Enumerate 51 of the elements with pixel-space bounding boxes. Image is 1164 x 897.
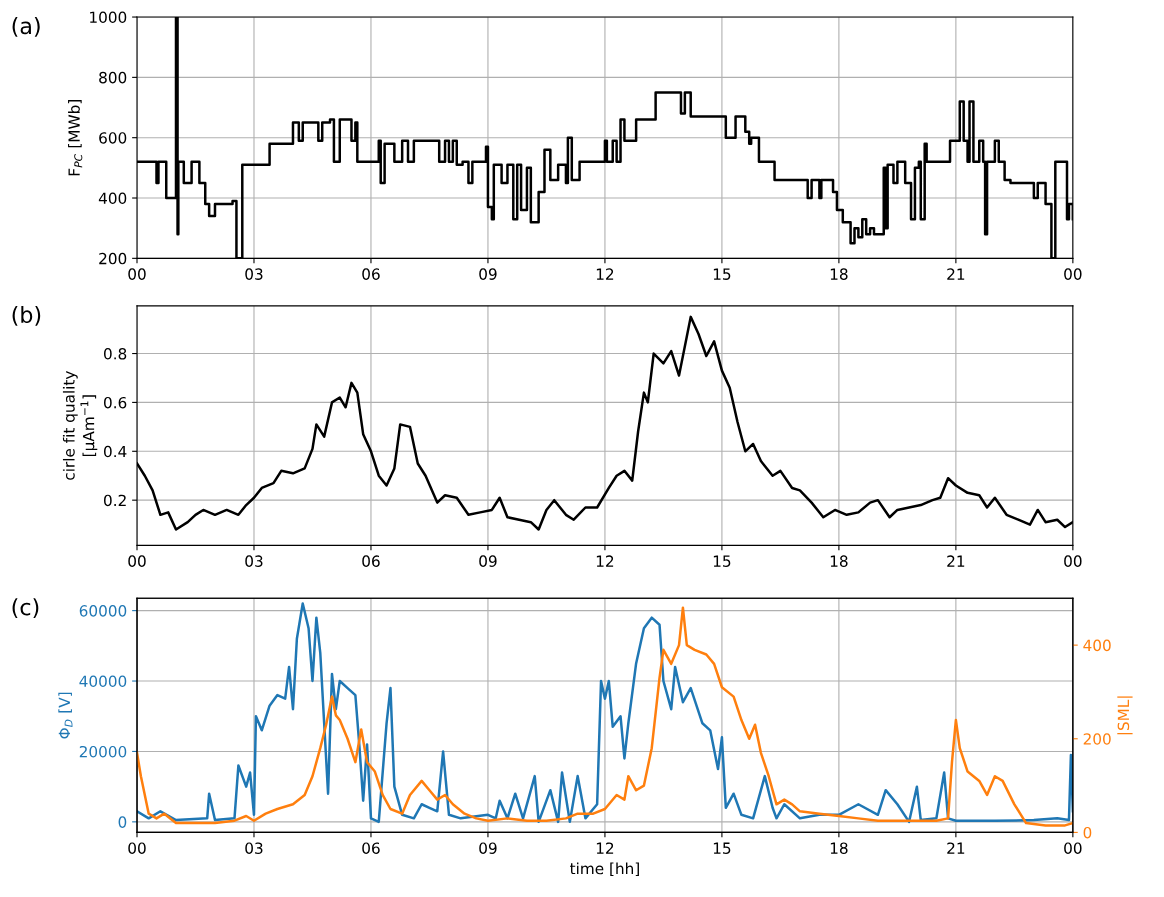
y-tick-label: 20000 <box>79 745 127 758</box>
x-tick-label: 21 <box>947 268 965 280</box>
x-tick-label: 12 <box>596 555 614 567</box>
y2-tick-label: 200 <box>1083 733 1111 745</box>
x-tick-label: 18 <box>830 555 848 567</box>
y-tick-label: 1000 <box>90 11 127 24</box>
y2-axis-title: |SML| <box>1117 696 1133 735</box>
x-tick-label: 00 <box>1064 842 1082 854</box>
x-tick-label: 03 <box>245 842 263 854</box>
x-tick-label: 18 <box>830 268 848 280</box>
x-tick-label: 00 <box>1064 555 1082 567</box>
x-tick-label: 00 <box>128 555 146 567</box>
x-tick-label: 15 <box>713 555 731 567</box>
y-axis-title: cirle fit quality [μAm$^{−1}$] <box>62 371 98 480</box>
x-tick-label: 06 <box>362 555 380 567</box>
y-tick-label: 400 <box>98 192 127 205</box>
x-tick-label: 09 <box>479 268 497 280</box>
y-tick-label: 0.6 <box>103 396 127 409</box>
x-tick-label: 00 <box>128 268 146 280</box>
y-tick-label: 40000 <box>79 675 127 688</box>
y-axis-title: Φ$_{D}$ [V] <box>58 692 73 739</box>
x-tick-label: 00 <box>1064 268 1082 280</box>
y2-tick-label: 0 <box>1083 826 1092 839</box>
x-tick-label: 03 <box>245 555 263 567</box>
x-tick-label: 12 <box>596 842 614 854</box>
y-tick-label: 0 <box>118 816 127 828</box>
x-tick-label: 00 <box>128 842 146 854</box>
chart-title: (a) <box>12 17 40 37</box>
y-tick-label: 600 <box>99 132 127 144</box>
y-tick-label: 0.4 <box>103 445 127 458</box>
x-tick-label: 12 <box>596 268 614 280</box>
chart-title: (b) <box>12 305 41 326</box>
y-tick-label: 800 <box>99 71 127 84</box>
x-tick-label: 15 <box>713 268 731 280</box>
x-axis-title: time [hh] <box>570 862 639 877</box>
y-tick-label: 0.2 <box>103 494 126 507</box>
chart-title: (c) <box>12 598 39 619</box>
x-tick-label: 18 <box>830 842 848 854</box>
y-tick-label: 200 <box>99 252 127 265</box>
x-tick-label: 09 <box>479 842 497 854</box>
x-tick-label: 09 <box>479 555 497 567</box>
x-tick-label: 06 <box>362 842 380 854</box>
y-axis-title: F$_{PC}$ [MWb] <box>68 100 83 176</box>
y-tick-label: 0.8 <box>103 348 127 360</box>
x-tick-label: 15 <box>713 842 731 854</box>
y2-tick-label: 400 <box>1083 639 1111 652</box>
x-tick-label: 21 <box>947 555 965 567</box>
x-tick-label: 21 <box>947 842 965 854</box>
x-tick-label: 06 <box>362 268 380 280</box>
y-tick-label: 60000 <box>79 605 127 617</box>
x-tick-label: 03 <box>245 268 263 280</box>
